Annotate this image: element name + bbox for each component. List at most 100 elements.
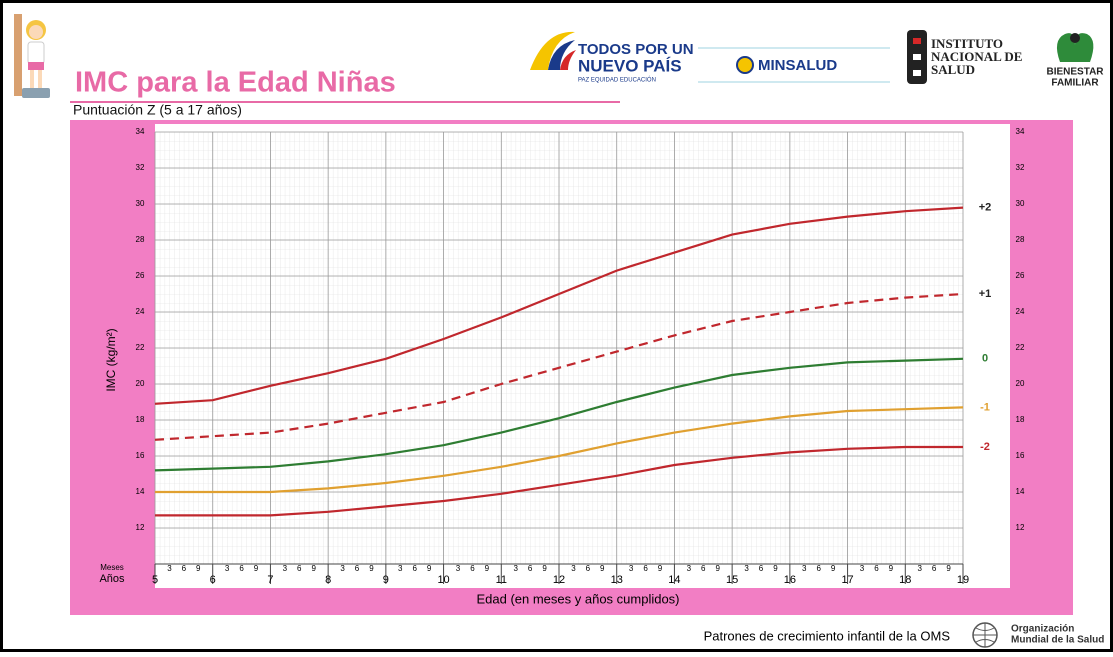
- month-label: 9: [600, 564, 605, 573]
- month-label: 9: [485, 564, 490, 573]
- x-tick-label: 5: [152, 574, 158, 586]
- x-tick-label: 10: [437, 574, 449, 586]
- month-label: 3: [571, 564, 576, 573]
- oms-logo: [973, 623, 997, 647]
- series-label: -2: [980, 441, 990, 453]
- y-tick-label-right: 14: [1016, 487, 1025, 496]
- series-label: 0: [982, 353, 988, 365]
- y-tick-label: 14: [136, 487, 145, 496]
- month-label: 3: [456, 564, 461, 573]
- month-label: 9: [196, 564, 201, 573]
- y-tick-label: 24: [136, 307, 145, 316]
- series-label: +2: [979, 202, 992, 214]
- month-label: 6: [412, 564, 417, 573]
- x-tick-label: 18: [899, 574, 911, 586]
- x-tick-label: 9: [383, 574, 389, 586]
- month-label: 3: [398, 564, 403, 573]
- month-label: 3: [513, 564, 518, 573]
- month-label: 9: [427, 564, 432, 573]
- y-tick-label-right: 16: [1016, 451, 1025, 460]
- x-tick-label: 6: [210, 574, 216, 586]
- y-tick-label: 18: [136, 415, 145, 424]
- x-tick-label: 17: [841, 574, 853, 586]
- logo-seal: [737, 57, 753, 73]
- logo-text: NUEVO PAÍS: [578, 56, 682, 75]
- y-tick-label-right: 24: [1016, 307, 1025, 316]
- x-axis-label: Edad (en meses y años cumplidos): [476, 591, 679, 606]
- month-label: 9: [773, 564, 778, 573]
- logo-text: BIENESTAR: [1046, 67, 1104, 78]
- month-label: 3: [860, 564, 865, 573]
- x-tick-label: 16: [784, 574, 796, 586]
- month-label: 6: [182, 564, 187, 573]
- y-tick-label-right: 12: [1016, 523, 1025, 532]
- x-tick-label: 14: [668, 574, 680, 586]
- series-label: +1: [979, 288, 992, 300]
- row-label: Años: [99, 573, 125, 585]
- month-label: 3: [917, 564, 922, 573]
- oms-text: Organización: [1011, 624, 1074, 635]
- logo-text: PAZ EQUIDAD EDUCACIÓN: [578, 77, 656, 84]
- y-tick-label: 30: [136, 199, 145, 208]
- y-tick-label-right: 22: [1016, 343, 1025, 352]
- y-tick-label-right: 28: [1016, 235, 1025, 244]
- month-label: 6: [816, 564, 821, 573]
- month-label: 3: [225, 564, 230, 573]
- x-tick-label: 15: [726, 574, 738, 586]
- month-label: 9: [254, 564, 259, 573]
- month-label: 6: [355, 564, 360, 573]
- month-label: 6: [586, 564, 591, 573]
- subtitle: Puntuación Z (5 a 17 años): [73, 102, 242, 118]
- y-tick-label: 34: [136, 127, 145, 136]
- month-label: 6: [643, 564, 648, 573]
- x-tick-label: 13: [611, 574, 623, 586]
- logo-text: SALUD: [931, 62, 975, 77]
- month-label: 9: [311, 564, 316, 573]
- month-label: 3: [340, 564, 345, 573]
- x-tick-label: 19: [957, 574, 969, 586]
- month-label: 3: [283, 564, 288, 573]
- x-tick-label: 8: [325, 574, 331, 586]
- month-label: 6: [239, 564, 244, 573]
- y-tick-label-right: 18: [1016, 415, 1025, 424]
- month-label: 3: [744, 564, 749, 573]
- month-label: 6: [932, 564, 937, 573]
- month-label: 3: [802, 564, 807, 573]
- y-tick-label: 12: [136, 523, 145, 532]
- month-label: 6: [874, 564, 879, 573]
- y-tick-label-right: 34: [1016, 127, 1025, 136]
- y-tick-label-right: 32: [1016, 163, 1025, 172]
- month-label: 3: [687, 564, 692, 573]
- y-tick-label: 26: [136, 271, 145, 280]
- oms-text: Mundial de la Salud: [1011, 635, 1104, 646]
- page: IMC para la Edad Niñas Puntuación Z (5 a…: [0, 0, 1113, 652]
- y-tick-label: 32: [136, 163, 145, 172]
- y-tick-label: 22: [136, 343, 145, 352]
- logo-text: MINSALUD: [758, 57, 837, 74]
- logo-text: TODOS POR UN: [578, 41, 694, 58]
- month-label: 6: [470, 564, 475, 573]
- x-tick-label: 12: [553, 574, 565, 586]
- x-tick-label: 11: [496, 574, 507, 586]
- month-label: 6: [297, 564, 302, 573]
- footer-text: Patrones de crecimiento infantil de la O…: [704, 628, 951, 643]
- month-label: 9: [658, 564, 663, 573]
- month-label: 9: [369, 564, 374, 573]
- month-label: 3: [167, 564, 172, 573]
- title: IMC para la Edad Niñas: [75, 67, 396, 99]
- month-label: 6: [528, 564, 533, 573]
- month-label: 3: [629, 564, 634, 573]
- month-label: 9: [831, 564, 836, 573]
- x-tick-label: 7: [267, 574, 273, 586]
- y-tick-label: 16: [136, 451, 145, 460]
- y-tick-label-right: 20: [1016, 379, 1025, 388]
- month-label: 9: [889, 564, 894, 573]
- y-axis-label: IMC (kg/m²): [104, 328, 118, 391]
- y-tick-label: 28: [136, 235, 145, 244]
- month-label: 9: [946, 564, 951, 573]
- month-label: 9: [715, 564, 720, 573]
- month-label: 9: [542, 564, 547, 573]
- y-tick-label: 20: [136, 379, 145, 388]
- row-label: Meses: [100, 563, 124, 572]
- month-label: 6: [701, 564, 706, 573]
